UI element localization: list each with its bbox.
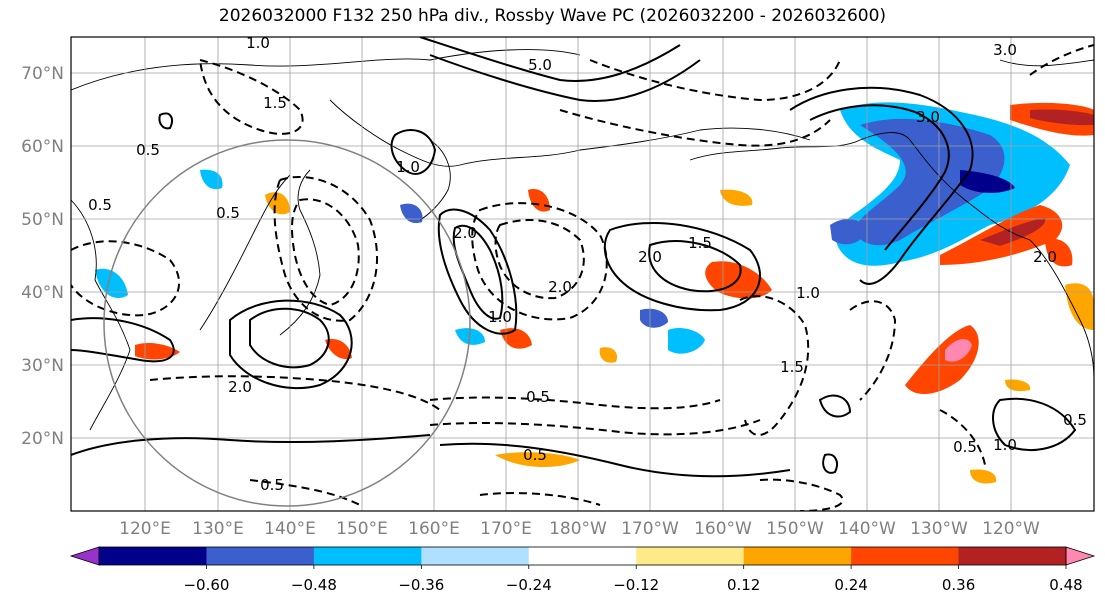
red-patch-japan-south: [325, 339, 352, 360]
colorbar-tick-label: 0.24: [834, 576, 867, 594]
colorbar-tick-label: −0.48: [291, 576, 337, 594]
contour-label: 2.0: [638, 248, 662, 266]
contour-label: 0.5: [526, 388, 550, 406]
contour-label: 1.0: [488, 308, 512, 326]
contour-label: 1.0: [396, 158, 420, 176]
contour-label: 1.0: [993, 436, 1017, 454]
coastlines: [71, 49, 1094, 431]
contour-label: 1.5: [263, 94, 287, 112]
blue-patch-ne-pacific-inner: [855, 118, 1005, 246]
colorbar-segment: [99, 547, 207, 565]
pink-patch-subtropics: [945, 338, 972, 362]
contour-label: 0.5: [1063, 411, 1087, 429]
longitude-labels: 120°E 130°E 140°E 150°E 160°E 170°E 180°W 170°W…: [119, 519, 1040, 539]
colorbar-segment: [958, 547, 1067, 565]
blue-patch-kamchatka: [400, 203, 423, 224]
orange-patch-small: [599, 347, 618, 363]
red-patch-east-china-sea: [135, 342, 180, 360]
contour-label: 2.0: [548, 278, 572, 296]
colorbar-tick-label: −0.24: [506, 576, 552, 594]
latitude-labels: 70°N 60°N 50°N 40°N 30°N 20°N: [21, 64, 64, 449]
colorbar-segment: [743, 547, 852, 565]
contour-label: 0.5: [216, 204, 240, 222]
blue-patch-china: [95, 268, 128, 299]
blue-patch-central-pacific-2: [640, 308, 668, 328]
colorbar-tick-label: −0.60: [183, 576, 229, 594]
colorbar-segment: [313, 547, 422, 565]
blue-patch-siberia: [200, 169, 223, 190]
contour-label: 0.5: [260, 476, 284, 494]
orange-patch-japan-north: [265, 192, 290, 215]
contour-label: 3.0: [916, 108, 940, 126]
orange-patch-california: [1065, 283, 1094, 330]
darkred-patch-alaska: [1030, 109, 1094, 126]
navy-patch-gulf-alaska: [960, 170, 1015, 193]
latitude-label: 20°N: [21, 429, 64, 449]
colorbar-segment: [421, 547, 530, 565]
contour-label: 0.5: [136, 141, 160, 159]
longitude-label: 150°W: [766, 519, 824, 539]
contour-label: 3.0: [993, 41, 1017, 59]
contour-label: 2.0: [228, 378, 252, 396]
latitude-label: 50°N: [21, 210, 64, 230]
map-content: 5.0 3.0 3.0 2.0 2.0 2.0 1.5 1.5 1.0 1.0 1.0 0.5 0.5 0…: [71, 34, 1094, 511]
latitude-label: 40°N: [21, 283, 64, 303]
contour-label: 0.5: [523, 446, 547, 464]
map-frame: [70, 36, 1095, 512]
colorbar-tick-label: 0.48: [1049, 576, 1082, 594]
colorbar-segment: [851, 547, 960, 565]
gridlines: [71, 37, 1094, 511]
contour-label: 1.5: [688, 234, 712, 252]
contour-label: 5.0: [528, 56, 552, 74]
colorbar-segment: [528, 547, 637, 565]
latitude-label: 60°N: [21, 137, 64, 157]
longitude-label: 120°W: [982, 519, 1040, 539]
latitude-label: 30°N: [21, 356, 64, 376]
contour-label: 0.5: [88, 196, 112, 214]
longitude-label: 140°E: [264, 519, 316, 539]
longitude-label: 130°W: [910, 519, 968, 539]
blue-patch-east-pacific: [830, 218, 868, 245]
longitude-label: 180°W: [549, 519, 607, 539]
longitude-label: 150°E: [336, 519, 388, 539]
longitude-label: 170°W: [621, 519, 679, 539]
reference-circle: [103, 139, 471, 507]
orange-patch-north: [720, 189, 753, 206]
darkred-streak-canada: [980, 218, 1046, 246]
colorbar-extend-low: [69, 546, 100, 566]
colorbar-frame: [98, 546, 1067, 566]
colorbar-extend-high: [1065, 546, 1096, 566]
contour-label: 1.5: [780, 358, 804, 376]
figure-title: 2026032000 F132 250 hPa div., Rossby Wav…: [218, 6, 887, 26]
colorbar: [69, 546, 1096, 566]
contour-label: 2.0: [1033, 248, 1057, 266]
positive-contours: [71, 37, 1077, 478]
longitude-label: 160°E: [408, 519, 460, 539]
colorbar-segment: [206, 547, 315, 565]
colorbar-ticks: −0.60 −0.48 −0.36 −0.24 −0.12 0.12 0.24 0.36 0.4…: [183, 565, 1083, 594]
longitude-label: 170°E: [480, 519, 532, 539]
colorbar-tick-label: −0.36: [398, 576, 444, 594]
contour-label: 0.5: [953, 438, 977, 456]
contour-label: 1.0: [246, 34, 270, 52]
contour-label: 2.0: [453, 224, 477, 242]
contour-labels: 5.0 3.0 3.0 2.0 2.0 2.0 1.5 1.5 1.0 1.0 1.0 0.5 0.5 0…: [88, 34, 1087, 494]
red-patch-pacific-nw: [1045, 238, 1073, 267]
colorbar-tick-label: 0.36: [942, 576, 975, 594]
longitude-label: 160°W: [694, 519, 752, 539]
longitude-label: 130°E: [192, 519, 244, 539]
negative-contours: [71, 44, 1094, 511]
orange-patch-tropics: [495, 452, 580, 467]
longitude-label: 120°E: [119, 519, 171, 539]
longitude-label: 140°W: [838, 519, 896, 539]
latitude-label: 70°N: [21, 64, 64, 84]
contour-label: 1.0: [796, 284, 820, 302]
blue-patch-central-pacific: [668, 328, 705, 354]
colorbar-segment: [636, 547, 745, 565]
colorbar-tick-label: 0.12: [727, 576, 760, 594]
orange-patch-east-tropics: [970, 469, 997, 484]
colorbar-tick-label: −0.12: [613, 576, 659, 594]
shaded-divergence: [95, 102, 1094, 484]
